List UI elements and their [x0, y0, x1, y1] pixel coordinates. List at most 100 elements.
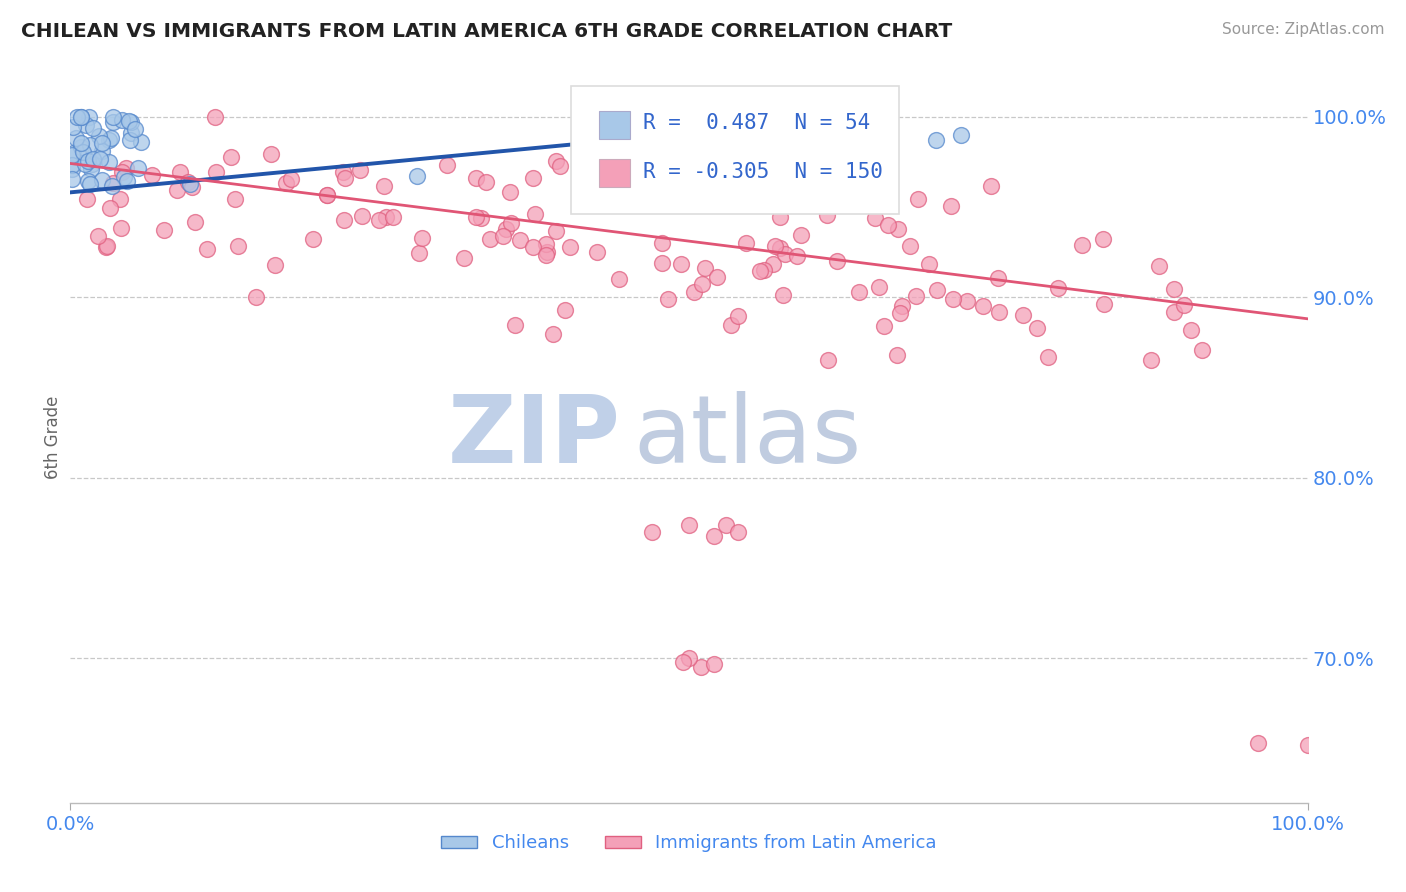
Point: [801, 163, 824, 178]
Point: [332, 165, 354, 179]
Point: [1296, 738, 1319, 752]
Point: [925, 133, 948, 147]
Point: [988, 305, 1011, 319]
Point: [950, 128, 973, 142]
Point: [1180, 323, 1202, 337]
Point: [769, 210, 792, 224]
Point: [475, 175, 498, 189]
Point: [756, 155, 779, 169]
Point: [114, 161, 136, 175]
Point: [1046, 281, 1069, 295]
Point: [1147, 259, 1170, 273]
Point: [96, 239, 118, 253]
Point: [543, 326, 565, 341]
Point: [245, 290, 267, 304]
Point: [825, 253, 848, 268]
Point: [1163, 305, 1185, 319]
Point: [972, 299, 994, 313]
Point: [367, 213, 389, 227]
Point: [868, 280, 890, 294]
Point: [1092, 297, 1115, 311]
Point: [274, 177, 297, 191]
Point: [79, 137, 101, 152]
Point: [1163, 282, 1185, 296]
Text: ZIP: ZIP: [449, 391, 621, 483]
Y-axis label: 6th Grade: 6th Grade: [44, 395, 62, 479]
Point: [62, 120, 84, 135]
Point: [91, 136, 114, 150]
Point: [60, 147, 83, 161]
Point: [87, 229, 110, 244]
Point: [69, 110, 91, 124]
Point: [827, 160, 849, 174]
Point: [98, 201, 121, 215]
Point: [980, 179, 1002, 194]
Point: [60, 172, 83, 186]
Point: [772, 288, 794, 302]
Point: [464, 171, 486, 186]
Point: [1012, 309, 1035, 323]
Text: R = -0.305  N = 150: R = -0.305 N = 150: [643, 161, 883, 182]
Point: [405, 169, 427, 183]
Point: [690, 277, 713, 292]
Point: [373, 179, 395, 194]
Point: [179, 178, 201, 192]
Point: [82, 157, 104, 171]
Point: [62, 145, 84, 160]
Point: [315, 188, 337, 202]
Point: [184, 215, 207, 229]
Point: [110, 112, 132, 127]
Point: [652, 167, 675, 181]
Point: [101, 178, 124, 193]
Point: [65, 130, 87, 145]
Point: [817, 353, 839, 368]
Point: [890, 299, 912, 313]
Point: [97, 133, 120, 147]
Point: [90, 173, 112, 187]
Point: [127, 161, 149, 175]
Point: [1036, 350, 1059, 364]
Point: [706, 269, 728, 284]
Legend: Chileans, Immigrants from Latin America: Chileans, Immigrants from Latin America: [434, 827, 943, 860]
Point: [634, 186, 657, 200]
Point: [118, 113, 141, 128]
Point: [492, 229, 515, 244]
Point: [703, 528, 725, 542]
Point: [813, 186, 835, 201]
Point: [79, 110, 101, 124]
Point: [773, 246, 796, 260]
Point: [740, 163, 762, 178]
Point: [651, 236, 673, 251]
Point: [1092, 232, 1115, 246]
Point: [408, 246, 430, 260]
Point: [224, 192, 246, 206]
Point: [495, 222, 517, 236]
Point: [177, 175, 200, 189]
Bar: [599, 111, 630, 138]
Point: [120, 126, 142, 140]
Point: [479, 232, 502, 246]
Point: [65, 110, 87, 124]
Point: [75, 118, 97, 132]
Point: [470, 211, 492, 225]
Point: [873, 319, 896, 334]
Point: [790, 227, 813, 242]
Point: [727, 524, 749, 539]
Point: [987, 270, 1010, 285]
Point: [464, 210, 486, 224]
Point: [503, 318, 526, 332]
Point: [889, 305, 911, 319]
Point: [586, 244, 609, 259]
Point: [672, 655, 695, 669]
Point: [141, 168, 163, 182]
Point: [607, 272, 630, 286]
Point: [904, 289, 927, 303]
Point: [82, 152, 104, 166]
Point: [436, 158, 458, 172]
Point: [499, 216, 522, 230]
Point: [169, 165, 191, 179]
Point: [534, 237, 557, 252]
Point: [1025, 321, 1047, 335]
FancyBboxPatch shape: [571, 86, 900, 214]
Point: [91, 144, 114, 158]
